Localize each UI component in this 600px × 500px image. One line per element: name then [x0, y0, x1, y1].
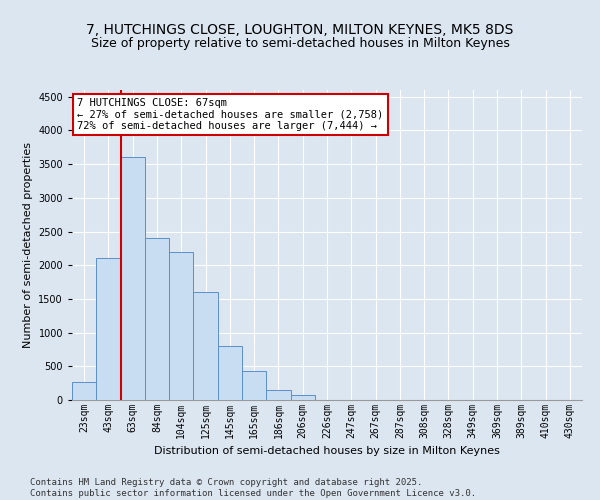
Bar [121, 158, 145, 400]
Bar [96, 258, 121, 400]
Bar [145, 238, 169, 400]
Bar [218, 346, 242, 400]
Bar [193, 292, 218, 400]
X-axis label: Distribution of semi-detached houses by size in Milton Keynes: Distribution of semi-detached houses by … [154, 446, 500, 456]
Text: Contains HM Land Registry data © Crown copyright and database right 2025.
Contai: Contains HM Land Registry data © Crown c… [30, 478, 476, 498]
Bar [266, 390, 290, 400]
Text: 7 HUTCHINGS CLOSE: 67sqm
← 27% of semi-detached houses are smaller (2,758)
72% o: 7 HUTCHINGS CLOSE: 67sqm ← 27% of semi-d… [77, 98, 383, 131]
Y-axis label: Number of semi-detached properties: Number of semi-detached properties [23, 142, 32, 348]
Bar [72, 382, 96, 400]
Bar [290, 394, 315, 400]
Bar [169, 252, 193, 400]
Text: 7, HUTCHINGS CLOSE, LOUGHTON, MILTON KEYNES, MK5 8DS: 7, HUTCHINGS CLOSE, LOUGHTON, MILTON KEY… [86, 22, 514, 36]
Text: Size of property relative to semi-detached houses in Milton Keynes: Size of property relative to semi-detach… [91, 38, 509, 51]
Bar [242, 371, 266, 400]
